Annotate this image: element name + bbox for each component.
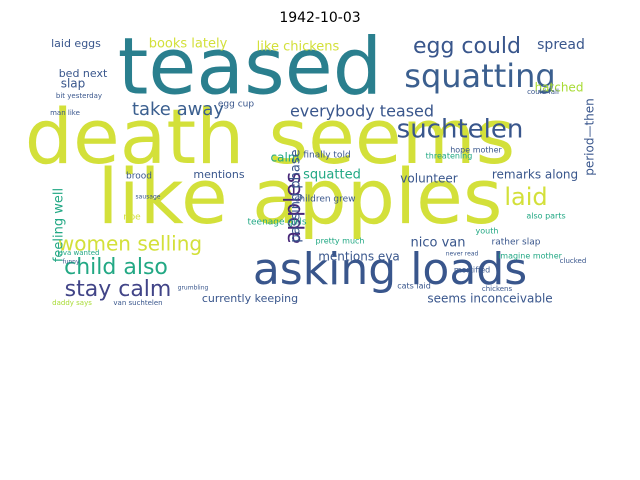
word-eva-wanted: eva wanted (59, 249, 100, 257)
word-hope-mother: hope mother (450, 146, 502, 155)
word-grumbling: grumbling (178, 285, 209, 292)
word-mortified: mortified (454, 266, 490, 275)
word-stay-calm: stay calm (65, 277, 172, 302)
word-ripe: ripe (123, 213, 141, 223)
word-egg-cup: egg cup (218, 100, 254, 110)
word-finally-told: finally told (303, 151, 350, 161)
word-egg-could: egg could (413, 34, 521, 59)
word-seems-inconceivable: seems inconceivable (427, 292, 552, 306)
word-imagine-mother: imagine mother (498, 252, 563, 261)
word-squatting: squatting (404, 57, 555, 95)
word-asking-loads: asking loads (253, 244, 527, 295)
word-sausage: sausage (136, 194, 161, 201)
word-rather-slap: rather slap (492, 238, 541, 248)
word-women-selling: women selling (58, 232, 202, 256)
word-pretty-much: pretty much (316, 237, 365, 246)
word-like-chickens: like chickens (257, 40, 340, 55)
word-child-also: child also (64, 255, 168, 280)
word-hatched: hatched (535, 81, 584, 95)
word-nico-van: nico van (411, 236, 466, 251)
word-laid-eggs: laid eggs (51, 37, 101, 50)
word-bit-yesterday: bit yesterday (56, 92, 102, 100)
word-slap: slap (61, 77, 86, 91)
word-mentions-eva: mentions eva (318, 250, 400, 264)
word-everybody-teased: everybody teased (290, 102, 434, 121)
word-also-parts: also parts (526, 212, 565, 221)
word-passing-phase: passing phase (289, 149, 304, 242)
word-apples: apples (281, 172, 306, 245)
word-cats-laid: cats laid (397, 282, 431, 291)
word-laid: laid (504, 183, 547, 211)
word-books-lately: books lately (149, 37, 228, 52)
word-remarks-along: remarks along (492, 168, 578, 182)
word-brood: brood (126, 172, 152, 182)
word-van-suchtelen: van suchtelen (113, 299, 162, 307)
word-teenage-girls: teenage girls (247, 218, 306, 228)
word-funny: funny (62, 259, 80, 266)
word-daddy-says: daddy says (52, 299, 92, 307)
word-chickens: chickens (482, 285, 513, 293)
word-bed-next: bed next (59, 67, 108, 80)
figure-title: 1942-10-03 (279, 10, 361, 26)
word-teased: teased (118, 22, 383, 112)
word-children-grew: children grew (294, 195, 355, 205)
word-squatted: squatted (303, 168, 361, 183)
word-volunteer: volunteer (400, 172, 457, 186)
word-period-then: period—then (583, 98, 597, 176)
word-clucked: clucked (560, 257, 587, 265)
word-take-away: take away (132, 99, 224, 120)
word-youth: youth (476, 227, 499, 236)
word-mentions: mentions (193, 168, 245, 181)
word-like-apples: like apples (98, 152, 503, 241)
word-suchtelen: suchtelen (397, 115, 524, 145)
word-man-like: man like (50, 109, 80, 117)
word-calm: calm (271, 151, 300, 165)
word-threatening: threatening (426, 152, 473, 161)
word-currently-keeping: currently keeping (202, 292, 298, 305)
word-never-read: never read (446, 251, 479, 258)
word-death-seems: death seems (25, 92, 515, 181)
word-feeling-well: feeling well (52, 188, 67, 262)
word-could-fall: could fall (527, 88, 559, 96)
word-spread: spread (537, 37, 585, 53)
